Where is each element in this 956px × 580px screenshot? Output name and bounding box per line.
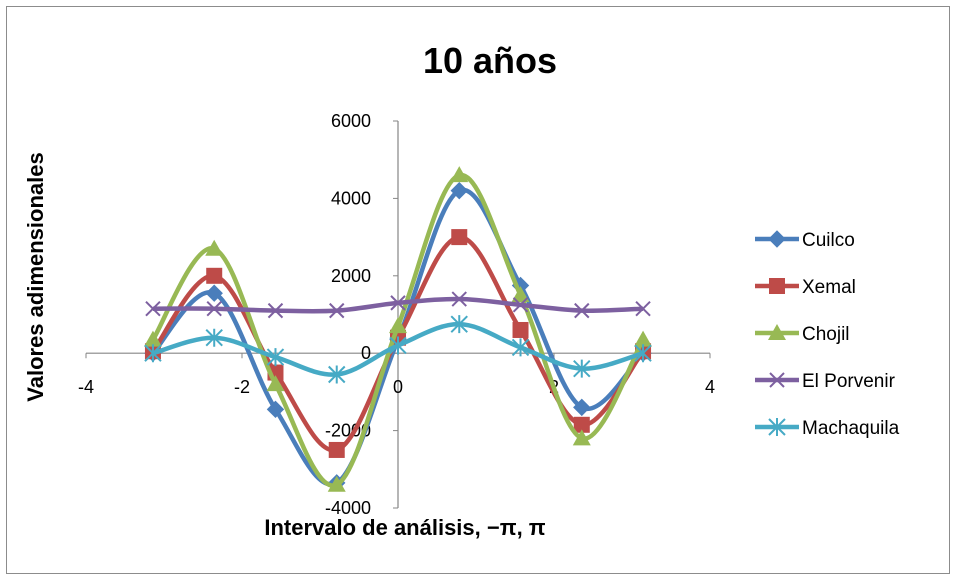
data-point-chojil xyxy=(450,166,469,183)
legend-marker-cuilco xyxy=(768,230,786,248)
legend-label-cuilco: Cuilco xyxy=(802,230,855,251)
data-point-el-porvenir xyxy=(390,295,406,311)
x-tick-label: 0 xyxy=(393,377,403,397)
y-tick-label: -4000 xyxy=(325,498,371,518)
series-chojil xyxy=(143,166,653,492)
y-tick-label: 0 xyxy=(361,343,371,363)
data-point-machaquila xyxy=(205,328,223,347)
data-point-machaquila xyxy=(328,365,346,384)
legend-label-el-porvenir: El Porvenir xyxy=(802,371,896,392)
legend-item-xemal: Xemal xyxy=(755,277,856,298)
data-point-machaquila xyxy=(450,315,468,334)
legend-marker-chojil xyxy=(768,324,786,340)
x-tick-label: -4 xyxy=(78,377,94,397)
data-point-el-porvenir xyxy=(206,300,222,317)
data-point-xemal xyxy=(573,416,590,433)
x-tick-label: 4 xyxy=(705,377,715,397)
chart-svg: 10 años Valores adimensionales Intervalo… xyxy=(23,40,900,540)
data-point-el-porvenir xyxy=(512,297,529,313)
legend-marker-machaquila xyxy=(768,418,786,436)
legend-item-machaquila: Machaquila xyxy=(755,418,900,439)
y-tick-label: 6000 xyxy=(331,111,371,131)
data-point-cuilco xyxy=(450,181,468,200)
data-point-chojil xyxy=(511,286,530,303)
data-point-machaquila xyxy=(266,348,285,367)
data-point-chojil xyxy=(205,239,224,256)
data-point-el-porvenir xyxy=(574,302,590,319)
data-point-chojil xyxy=(266,375,285,392)
data-point-el-porvenir xyxy=(329,302,345,319)
legend-label-xemal: Xemal xyxy=(802,277,856,298)
data-point-el-porvenir xyxy=(451,291,467,307)
data-point-cuilco xyxy=(266,400,285,419)
data-point-machaquila xyxy=(144,344,162,363)
data-point-el-porvenir xyxy=(267,302,284,319)
data-point-chojil xyxy=(572,429,591,446)
data-point-chojil xyxy=(143,330,162,347)
legend: Cuilco Xemal Chojil El Porvenir Machaquila xyxy=(755,230,900,439)
data-point-xemal xyxy=(512,321,529,338)
y-tick-label: 4000 xyxy=(331,188,371,208)
legend-marker-xemal xyxy=(769,278,785,294)
legend-item-chojil: Chojil xyxy=(755,324,850,345)
legend-item-cuilco: Cuilco xyxy=(755,230,855,251)
legend-item-el-porvenir: El Porvenir xyxy=(755,371,896,392)
data-point-cuilco xyxy=(205,284,223,302)
chart-frame: 10 años Valores adimensionales Intervalo… xyxy=(6,6,950,574)
data-point-xemal xyxy=(206,267,223,284)
data-point-chojil xyxy=(389,317,407,334)
legend-label-chojil: Chojil xyxy=(802,324,850,345)
data-point-xemal xyxy=(451,229,468,246)
data-point-machaquila xyxy=(573,359,591,378)
data-point-machaquila xyxy=(634,344,652,363)
legend-label-machaquila: Machaquila xyxy=(802,418,900,439)
data-point-chojil xyxy=(634,330,653,347)
series-el-porvenir xyxy=(145,291,651,319)
data-point-chojil xyxy=(327,475,346,492)
data-point-machaquila xyxy=(389,336,407,355)
chart-title: 10 años xyxy=(423,40,557,81)
series-group xyxy=(143,166,653,492)
data-point-cuilco xyxy=(573,398,591,417)
x-axis-title: Intervalo de análisis, −π, π xyxy=(264,515,545,540)
x-tick-label: -2 xyxy=(234,377,250,397)
legend-marker-el-porvenir xyxy=(769,372,785,388)
data-point-el-porvenir xyxy=(145,300,161,317)
data-point-xemal xyxy=(328,441,345,458)
data-point-el-porvenir xyxy=(635,300,651,317)
series-machaquila xyxy=(144,315,652,384)
data-point-machaquila xyxy=(511,338,530,357)
y-tick-label: 2000 xyxy=(331,266,371,286)
y-axis-title: Valores adimensionales xyxy=(23,152,48,401)
